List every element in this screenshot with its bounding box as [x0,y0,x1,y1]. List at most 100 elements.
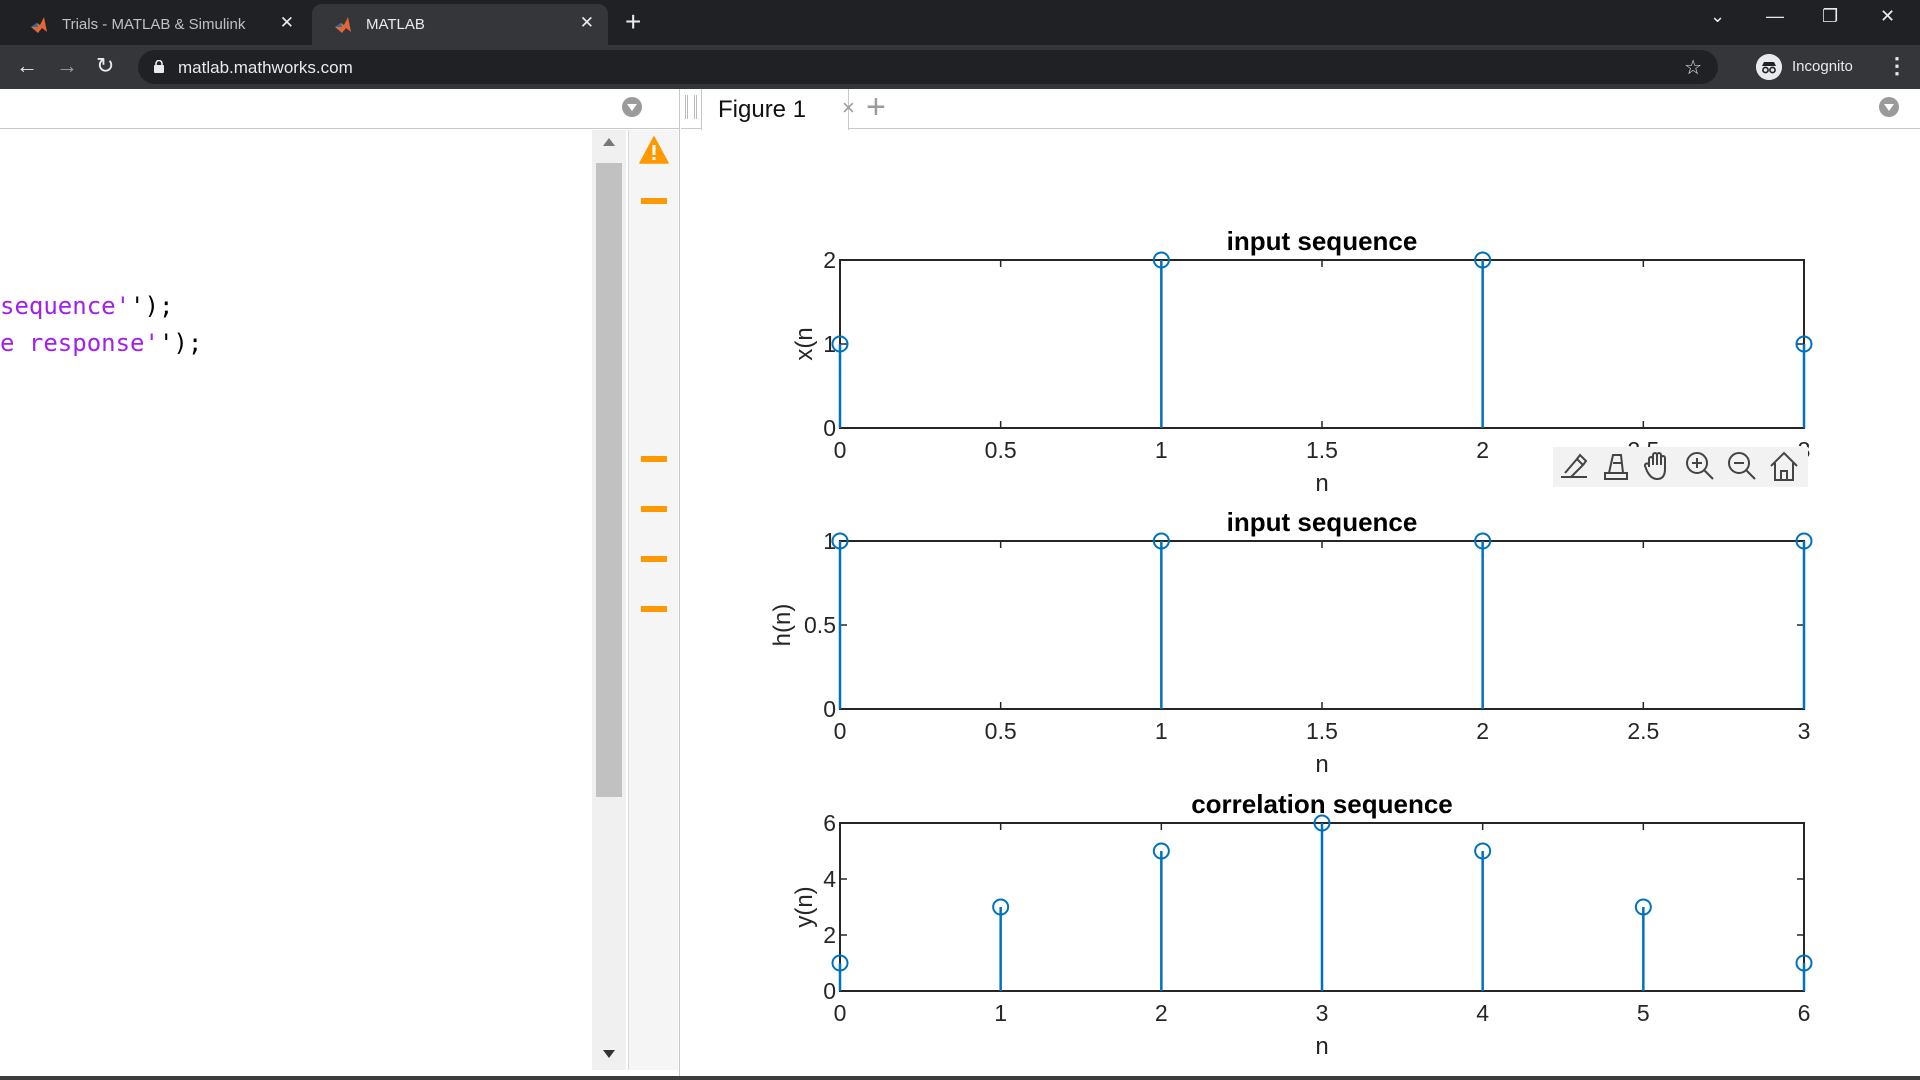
y-axis-label: x(n [791,327,818,360]
close-figure-icon[interactable]: × [842,95,855,120]
browser-tab-trials[interactable]: Trials - MATLAB & Simulink ✕ [8,4,308,45]
stem-marker [1795,335,1813,353]
brush-icon[interactable] [1561,453,1588,478]
new-tab-button[interactable]: + [625,6,642,37]
restore-icon[interactable]: ❐ [1822,6,1839,26]
figure-canvas[interactable]: 0 0.5 1 1.5 2 2.5 3 0 1 2 input sequence n x(n 0 0.5 1 1… [681,129,1920,1080]
stem-marker [1313,814,1331,832]
warning-marker[interactable] [641,198,667,204]
x-axis-label: n [1315,470,1328,497]
collapse-panel-icon[interactable] [1879,97,1899,117]
figure-tab-label: Figure 1 [718,96,807,123]
x-tick-label: 0 [834,1000,847,1026]
stem-marker [831,954,849,972]
scroll-up-arrow-icon[interactable] [603,138,615,146]
warning-marker[interactable] [641,506,667,512]
axes-title: input sequence [1227,226,1418,256]
y-tick-label: 2 [823,247,836,273]
scrollbar-thumb[interactable] [596,163,622,797]
drag-grip-icon[interactable] [685,95,697,119]
axes-title: correlation sequence [1191,789,1453,819]
figure-tab-bar: Figure 1 × + [681,88,1920,130]
stem-marker [1152,532,1170,550]
axes-toolbar-background [1553,447,1808,487]
zoom-in-icon[interactable] [1686,452,1714,480]
incognito-label: Incognito [1792,58,1853,75]
stem-marker [1795,954,1813,972]
tab-title: Trials - MATLAB & Simulink [62,16,246,33]
warning-marker[interactable] [641,606,667,612]
code-analyzer-gutter [628,130,678,1070]
close-tab-icon[interactable]: ✕ [279,13,294,32]
editor-header [0,89,680,129]
stem-marker [1795,532,1813,550]
x-tick-label: 1.5 [1306,437,1338,463]
home-icon[interactable] [1770,451,1798,481]
y-tick-label: 6 [823,810,836,836]
code-line: e response''); [0,329,203,357]
subplot-2: 0 0.5 1 1.5 2 2.5 3 0 0.5 1 input sequence n h(n) [769,507,1813,778]
figure-pane: Figure 1 × + 0 0.5 1 1.5 2 2.5 3 0 1 2 input seque… [681,88,1920,1080]
forward-icon[interactable]: → [56,53,78,78]
matlab-online-page: sequence''); e response''); Figure [0,88,1920,1080]
stem-marker [1634,898,1652,916]
zoom-out-icon[interactable] [1728,452,1756,480]
url-text: matlab.mathworks.com [178,58,353,77]
x-axis-label: n [1315,751,1328,778]
browser-tab-matlab[interactable]: MATLAB ✕ [312,4,608,45]
x-tick-label: 2 [1155,1000,1168,1026]
x-tick-label: 0 [834,718,847,744]
close-tab-icon[interactable]: ✕ [579,13,594,32]
x-tick-label: 1 [1155,718,1168,744]
x-tick-label: 0.5 [985,437,1017,463]
tab-figure-1[interactable]: Figure 1 × [701,89,855,130]
y-tick-label: 1 [823,528,836,554]
browser-menu-icon[interactable]: ⋮ [1886,53,1908,78]
editor-scrollbar[interactable] [592,130,626,1070]
close-window-icon[interactable]: ✕ [1880,6,1896,26]
x-tick-label: 6 [1798,1000,1811,1026]
y-axis-label: h(n) [769,604,796,647]
warning-marker[interactable] [641,556,667,562]
code-editor[interactable]: sequence''); e response''); [0,130,592,1070]
browser-tab-strip: Trials - MATLAB & Simulink ✕ MATLAB ✕ + … [0,0,1920,45]
tab-title: MATLAB [366,16,425,33]
bookmark-star-icon[interactable]: ☆ [1684,57,1702,79]
x-tick-label: 4 [1476,1000,1489,1026]
address-bar[interactable]: matlab.mathworks.com ☆ [138,50,1718,84]
add-figure-button[interactable]: + [866,88,886,126]
pan-hand-icon[interactable] [1643,452,1666,481]
tab-search-icon[interactable]: ⌄ [1710,6,1726,26]
reload-icon[interactable]: ↻ [96,53,115,78]
x-tick-label: 2 [1476,437,1489,463]
y-axis-label: y(n) [791,886,818,927]
x-axis-label: n [1315,1033,1328,1060]
code-string: e response [0,329,145,357]
y-tick-label: 0 [823,696,836,722]
x-tick-label: 0.5 [985,718,1017,744]
stem-marker [1152,251,1170,269]
warning-marker[interactable] [641,456,667,462]
axes-title: input sequence [1227,507,1418,537]
code-line: sequence''); [0,292,174,320]
collapse-panel-icon[interactable] [622,97,642,117]
stem-marker [1474,532,1492,550]
minimize-icon[interactable]: — [1766,6,1784,26]
stem-marker [992,898,1010,916]
x-tick-label: 3 [1798,718,1811,744]
scroll-down-arrow-icon[interactable] [603,1050,615,1058]
browser-toolbar: ← → ↻ matlab.mathworks.com ☆ Incognito ⋮ [0,45,1920,89]
data-tips-icon[interactable] [1604,454,1628,480]
stem-marker [1474,842,1492,860]
warning-icon[interactable] [639,136,669,164]
y-tick-label: 0 [823,415,836,441]
stem-marker [1474,251,1492,269]
y-tick-label: 0.5 [804,612,836,638]
back-icon[interactable]: ← [16,53,38,78]
x-tick-label: 1 [1155,437,1168,463]
window-bottom-edge [0,1076,1920,1080]
code-suffix: '); [130,292,174,320]
stem-marker [831,335,849,353]
matlab-logo-icon [31,17,47,33]
